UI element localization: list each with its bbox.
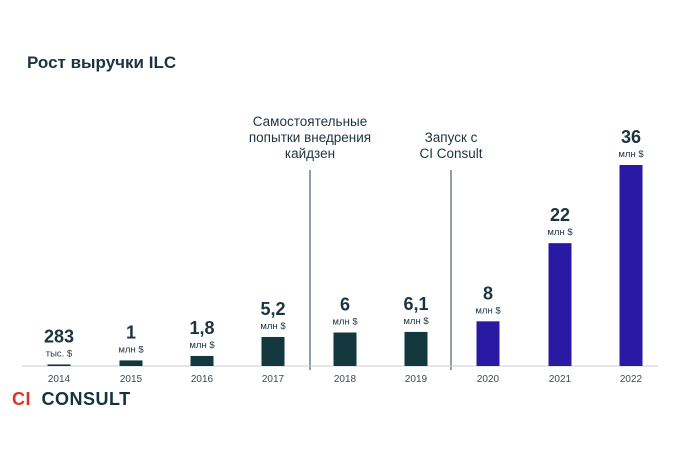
unit-label-2019: млн $ xyxy=(403,316,429,327)
x-tick-2020: 2020 xyxy=(477,374,500,385)
unit-label-2020: млн $ xyxy=(475,305,501,316)
value-label-2015: 1 xyxy=(126,322,136,342)
value-label-2020: 8 xyxy=(483,283,493,303)
x-tick-2019: 2019 xyxy=(405,374,428,385)
svg-text:CI CONSULT: CI CONSULT xyxy=(12,389,131,409)
bar-2016 xyxy=(190,355,214,366)
annotation-2-line-2: CI Consult xyxy=(419,146,482,161)
value-label-2021: 22 xyxy=(550,205,570,225)
annotation-1-line-3: кайдзен xyxy=(285,146,335,161)
unit-label-2022: млн $ xyxy=(618,149,644,160)
bar-2021 xyxy=(548,243,572,366)
chart-title: Рост выручки ILC xyxy=(27,53,176,72)
value-label-2016: 1,8 xyxy=(189,318,214,338)
x-tick-2015: 2015 xyxy=(120,374,143,385)
x-tick-labels: 2014 2015 2016 2017 2018 2019 2020 2021 2022 xyxy=(48,374,643,385)
annotation-1-line-2: попытки внедрения xyxy=(249,130,371,145)
value-label-2022: 36 xyxy=(621,127,641,147)
x-tick-2021: 2021 xyxy=(549,374,572,385)
value-labels: 283 тыс. $ 1 млн $ 1,8 млн $ 5,2 млн $ 6 млн $ 6,1… xyxy=(44,127,644,359)
value-label-2018: 6 xyxy=(340,295,350,315)
bar-2018 xyxy=(333,332,357,366)
bar-2017 xyxy=(261,336,285,366)
bar-2015 xyxy=(119,360,143,366)
value-label-2014: 283 xyxy=(44,326,74,346)
logo-consult: CONSULT xyxy=(42,389,131,409)
x-tick-2018: 2018 xyxy=(334,374,357,385)
annotation-2-line-1: Запуск с xyxy=(425,130,478,145)
annotation-1-line-1: Самостоятельные xyxy=(253,114,367,129)
unit-label-2015: млн $ xyxy=(118,344,144,355)
unit-label-2021: млн $ xyxy=(547,227,573,238)
unit-label-2017: млн $ xyxy=(260,321,286,332)
bar-2014 xyxy=(47,364,71,366)
value-label-2017: 5,2 xyxy=(260,299,285,319)
x-tick-2016: 2016 xyxy=(191,374,214,385)
value-label-2019: 6,1 xyxy=(403,294,428,314)
bars xyxy=(47,165,643,366)
bar-2022 xyxy=(619,165,643,366)
ci-consult-logo: CI CONSULT xyxy=(12,389,131,409)
unit-label-2014: тыс. $ xyxy=(46,348,73,359)
unit-label-2016: млн $ xyxy=(189,340,215,351)
bar-2019 xyxy=(404,331,428,366)
x-tick-2014: 2014 xyxy=(48,374,71,385)
x-tick-2022: 2022 xyxy=(620,374,643,385)
x-tick-2017: 2017 xyxy=(262,374,285,385)
unit-label-2018: млн $ xyxy=(332,317,358,328)
bar-2020 xyxy=(476,321,500,366)
logo-ci: CI xyxy=(12,389,31,409)
